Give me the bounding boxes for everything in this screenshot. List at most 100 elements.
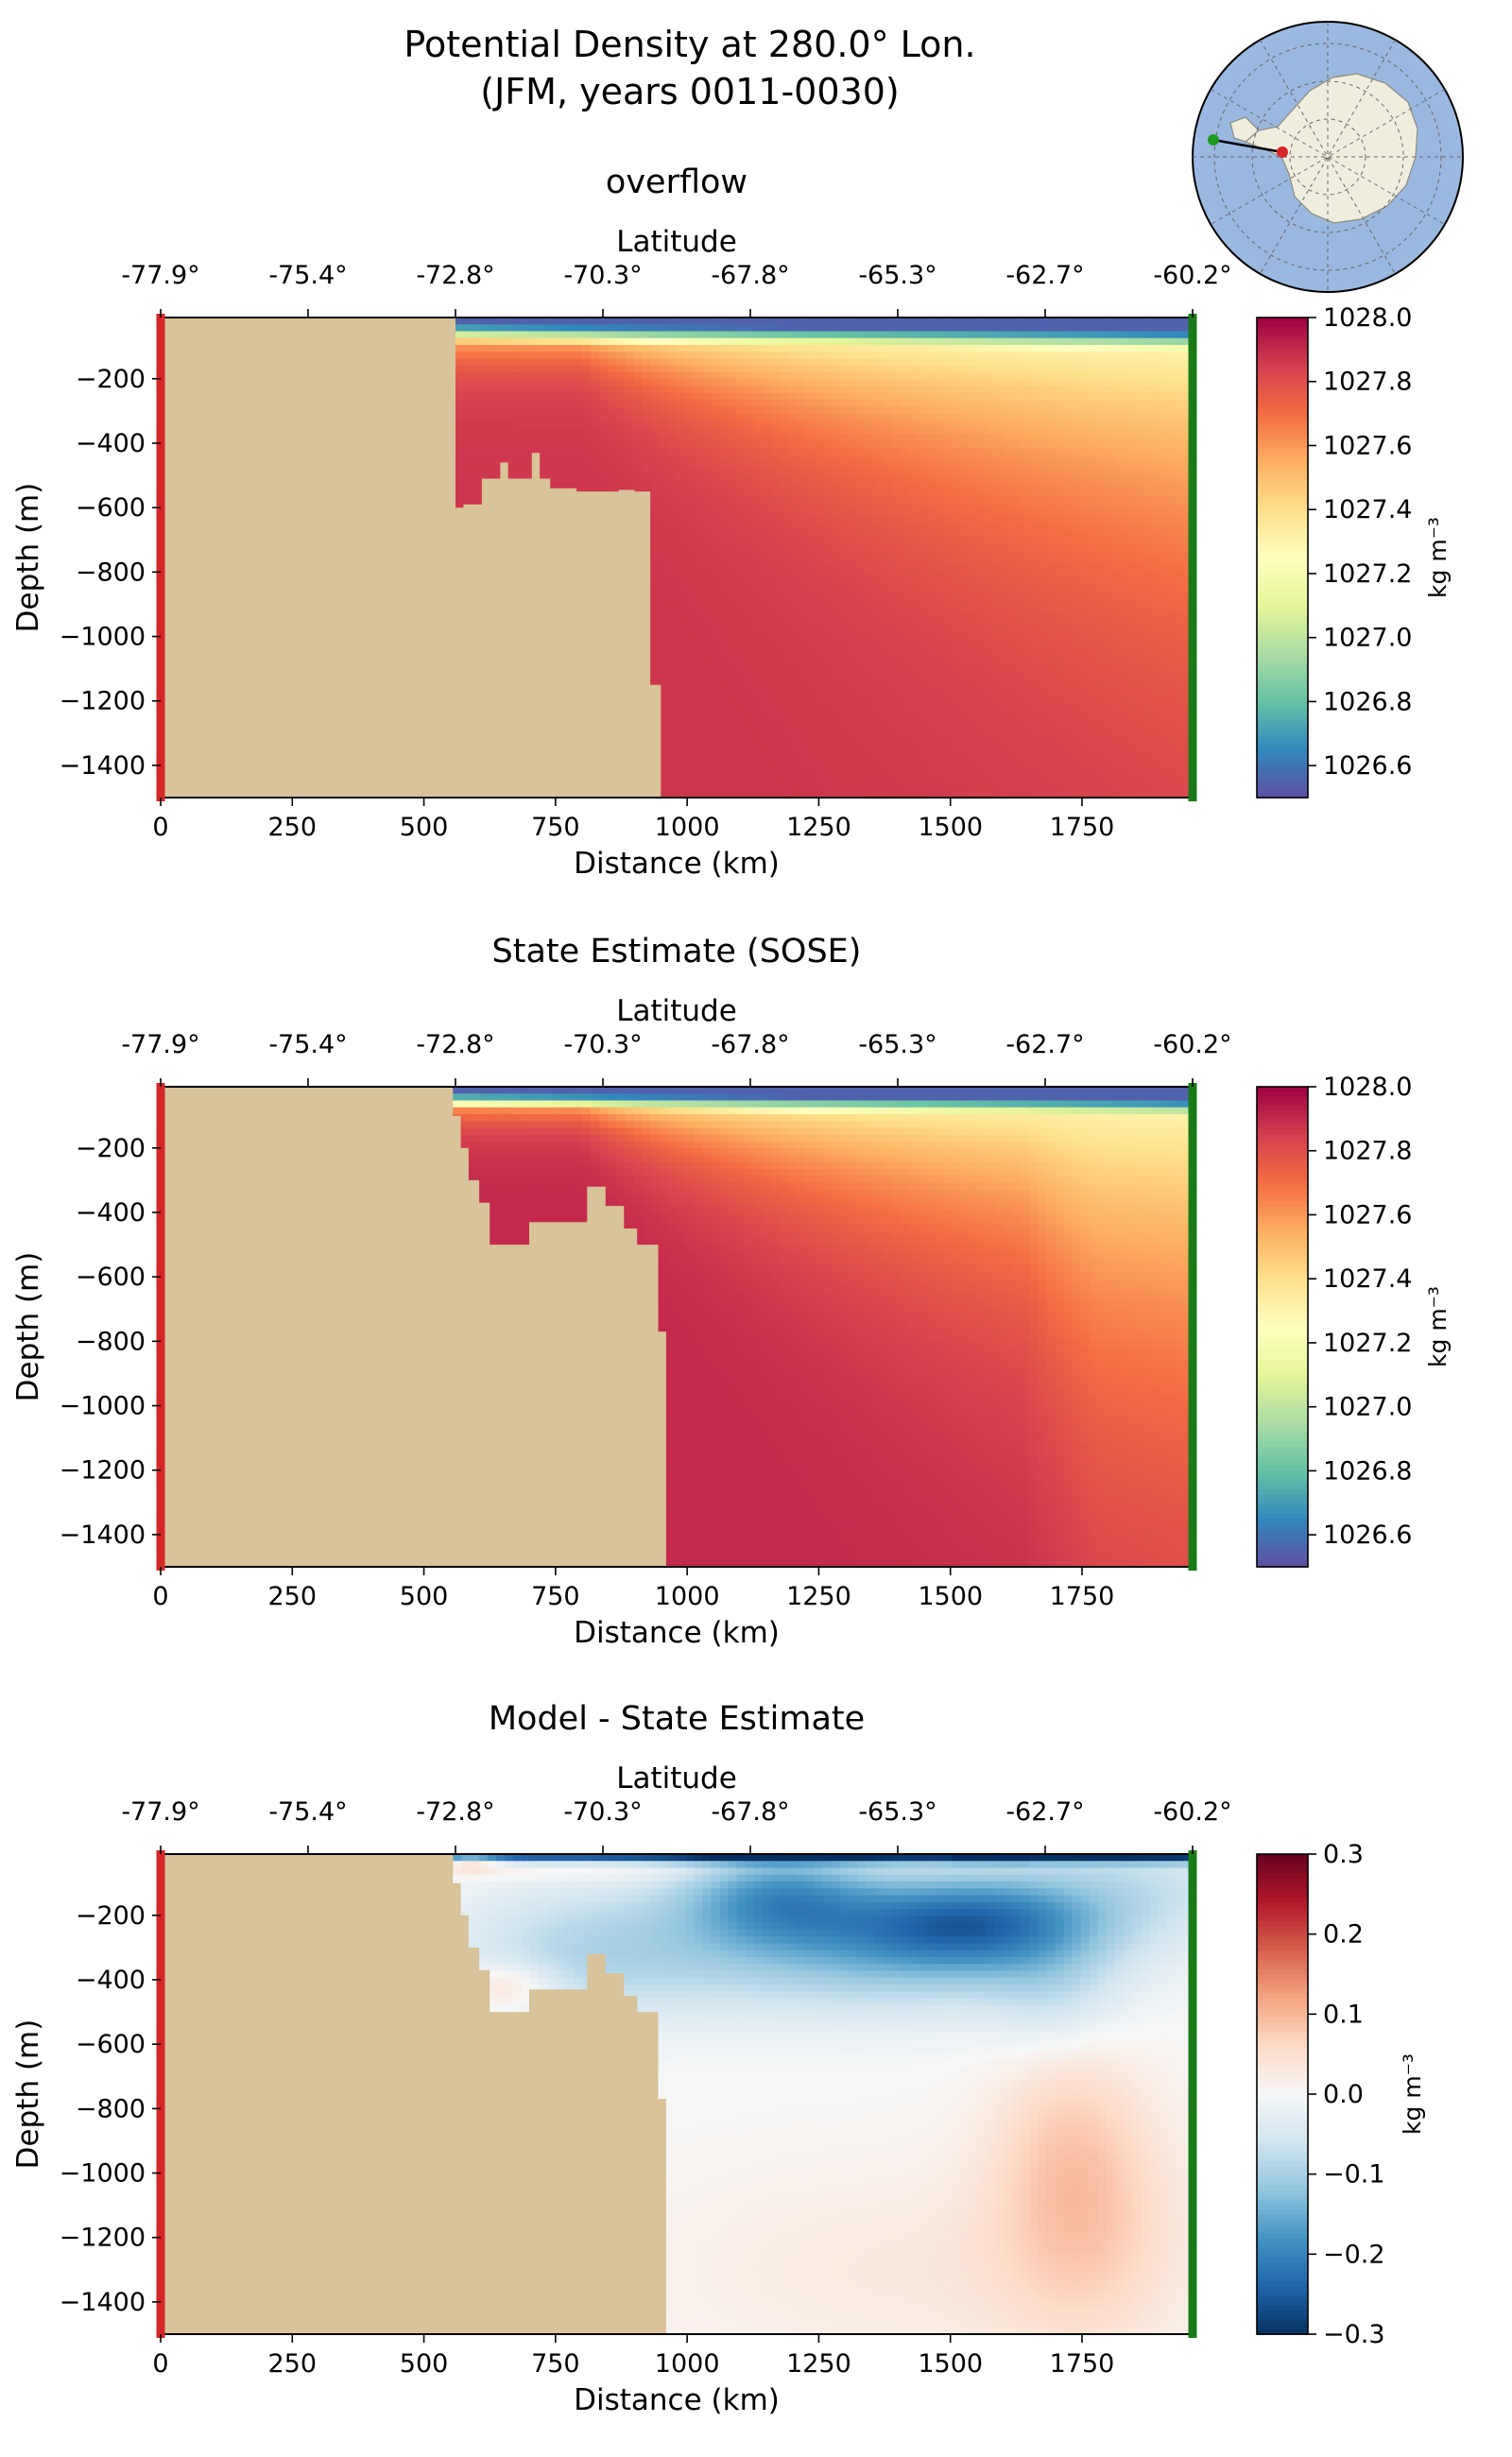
heatmap-cell [685,736,695,744]
heatmap-cell [711,709,720,716]
heatmap-cell [746,421,755,428]
heatmap-cell [746,585,755,593]
heatmap-cell [651,359,661,367]
heatmap-cell [720,729,730,736]
heatmap-cell [711,633,720,641]
heatmap-cell [496,359,506,367]
heatmap-cell [608,469,617,476]
heatmap-cell [530,421,540,428]
heatmap-cell [651,393,661,401]
heatmap-cell [574,379,583,387]
heatmap-cell [720,681,730,689]
heatmap-cell [763,524,772,531]
heatmap-cell [634,387,644,394]
heatmap-cell [729,324,738,332]
heatmap-cell [754,633,764,641]
heatmap-cell [711,496,720,504]
heatmap-cell [513,455,523,462]
heatmap-cell [694,352,703,359]
heatmap-cell [668,640,678,647]
heatmap-cell [660,592,669,599]
heatmap-cell [711,537,720,544]
heatmap-cell [737,393,747,401]
heatmap-cell [557,400,566,407]
heatmap-cell [677,406,686,414]
heatmap-cell [694,661,703,668]
heatmap-cell [488,366,497,373]
heatmap-cell [763,770,772,778]
heatmap-cell [522,406,531,414]
heatmap-cell [548,387,558,394]
heatmap-cell [694,743,703,750]
heatmap-cell [677,640,686,647]
heatmap-cell [737,654,747,662]
heatmap-cell [599,387,609,394]
heatmap-cell [711,729,720,736]
heatmap-cell [530,379,540,387]
heatmap-cell [771,332,781,339]
heatmap-cell [729,709,738,716]
heatmap-cell [651,585,661,593]
heatmap-cell [479,352,489,359]
heatmap-cell [599,448,609,455]
heatmap-cell [513,359,523,367]
heatmap-cell [668,729,678,736]
heatmap-cell [746,551,755,558]
heatmap-cell [711,695,720,702]
heatmap-cell [720,503,730,510]
heatmap-cell [479,345,489,352]
heatmap-cell [574,352,583,359]
heatmap-cell [737,366,747,373]
heatmap-cell [685,770,695,778]
heatmap-cell [496,318,506,325]
heatmap-cell [746,338,755,346]
heatmap-cell [677,715,686,723]
heatmap-cell [685,530,695,538]
heatmap-cell [720,434,730,441]
heatmap-cell [729,530,738,538]
heatmap-cell [729,619,738,627]
heatmap-cell [677,743,686,750]
heatmap-cell [660,564,669,572]
heatmap-cell [685,509,695,517]
heatmap-cell [694,379,703,387]
heatmap-cell [729,695,738,702]
heatmap-cell [694,633,703,641]
heatmap-cell [462,400,472,407]
heatmap-cell [720,461,730,469]
heatmap-cell [702,387,712,394]
heatmap-cell [548,345,558,352]
heatmap-cell [702,400,712,407]
heatmap-cell [599,372,609,380]
heatmap-cell [685,461,695,469]
heatmap-cell [754,722,764,730]
heatmap-cell [565,338,575,346]
heatmap-cell [522,338,531,346]
heatmap-cell [754,612,764,620]
heatmap-cell [668,770,678,778]
heatmap-cell [729,475,738,483]
heatmap-cell [702,461,712,469]
heatmap-cell [591,448,600,455]
heatmap-cell [651,612,661,620]
heatmap-cell [496,448,506,455]
heatmap-cell [677,667,686,675]
heatmap-cell [702,482,712,490]
heatmap-cell [763,681,772,689]
heatmap-cell [599,379,609,387]
heatmap-cell [668,572,678,579]
heatmap-cell [539,387,548,394]
heatmap-cell [746,543,755,551]
heatmap-cell [720,599,730,607]
heatmap-cell [763,736,772,744]
heatmap-cell [479,455,489,462]
heatmap-cell [694,524,703,531]
heatmap-cell [685,338,695,346]
heatmap-cell [496,400,506,407]
heatmap-cell [522,421,531,428]
heatmap-cell [530,372,540,380]
heatmap-cell [530,324,540,332]
heatmap-cell [746,475,755,483]
heatmap-cell [660,558,669,565]
heatmap-cell [711,448,720,455]
